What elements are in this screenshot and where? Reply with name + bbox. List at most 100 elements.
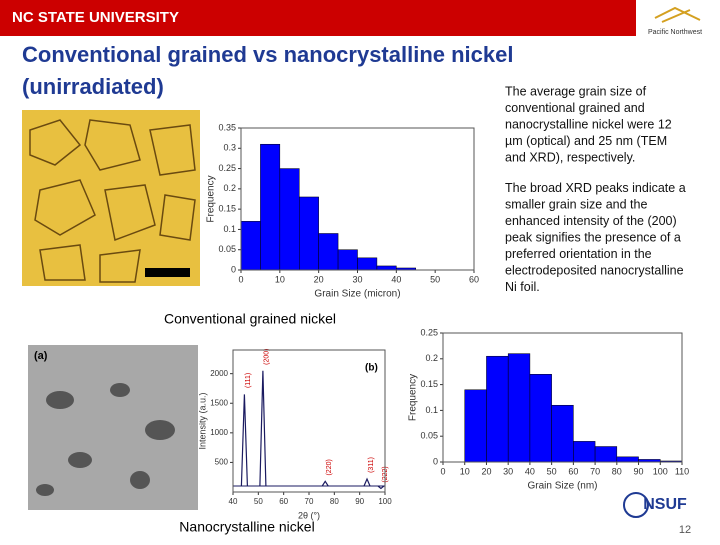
x-tick-label: 60: [279, 497, 288, 506]
x-tick-label: 10: [460, 466, 470, 476]
bar: [507, 353, 531, 463]
university: NC STATE UNIVERSITY: [12, 9, 179, 26]
y-tick-label: 0.1: [425, 405, 438, 415]
panel-label: (b): [365, 363, 378, 374]
x-tick-label: 20: [481, 466, 491, 476]
bar: [573, 441, 596, 463]
x-tick-label: 70: [305, 497, 314, 506]
x-tick-label: 40: [391, 274, 401, 284]
bar: [551, 404, 574, 463]
peak: [377, 485, 385, 490]
x-tick-label: 30: [503, 466, 513, 476]
paragraph-line: preferred orientation in the: [505, 247, 652, 261]
x-tick-label: 30: [352, 274, 362, 284]
y-tick-label: 0.3: [223, 143, 236, 153]
x-tick-label: 90: [634, 466, 644, 476]
x-axis-label: Grain Size (micron): [314, 289, 400, 300]
paragraph-line: enhanced intensity of the (200): [505, 214, 677, 228]
x-tick-label: 60: [568, 466, 578, 476]
x-tick-label: 90: [355, 497, 364, 506]
header-bar: [0, 0, 636, 36]
bar: [318, 233, 339, 271]
paragraph-line: The average grain size of: [505, 84, 647, 98]
plot-frame: [232, 349, 386, 493]
y-tick-label: 1500: [210, 398, 228, 407]
peak-label: (200): [264, 349, 271, 365]
x-tick-label: 50: [254, 497, 263, 506]
y-tick-label: 0.2: [425, 353, 438, 363]
paragraph-line: µm (optical) and 25 nm (TEM: [505, 134, 667, 148]
peak-label: (220): [326, 459, 333, 475]
peak-label: (111): [245, 373, 252, 388]
x-tick-label: 80: [330, 497, 339, 506]
bar: [594, 446, 618, 463]
nsuf: NSUF: [643, 496, 687, 513]
page-number: 12: [679, 524, 691, 536]
optical-micrograph: [22, 110, 200, 286]
partner: Pacific Northwest: [648, 29, 702, 36]
y-tick-label: 0: [231, 264, 236, 274]
x-tick-label: 10: [275, 274, 285, 284]
y-tick-label: 0.05: [420, 431, 438, 441]
grain-boundaries: [29, 119, 196, 283]
bar: [299, 196, 319, 271]
y-axis-label: Intensity (a.u.): [197, 392, 207, 449]
x-tick-label: 20: [314, 274, 324, 284]
x-tick-label: 40: [525, 466, 535, 476]
paragraph-line: conventional grained and: [505, 101, 645, 115]
plot-frame: [442, 332, 683, 463]
nsuf-logo: [623, 492, 649, 518]
peak: [240, 394, 248, 487]
bar: [279, 168, 300, 271]
y-tick-label: 0.35: [218, 122, 236, 132]
y-tick-label: 0: [433, 456, 438, 466]
title-line: (unirradiated): [22, 74, 164, 99]
y-tick-label: 0.15: [218, 204, 236, 214]
peak: [321, 480, 329, 487]
title-line: Conventional grained vs nanocrystalline …: [22, 42, 513, 67]
y-tick-label: 2000: [210, 369, 228, 378]
caption: Conventional grained nickel: [164, 311, 336, 327]
scale-bar: [145, 268, 190, 277]
x-tick-label: 40: [229, 497, 238, 506]
bar: [529, 374, 552, 463]
bar: [616, 456, 639, 463]
paragraph-line: Ni foil.: [505, 280, 540, 294]
paragraph-line: and XRD), respectively.: [505, 150, 635, 164]
bar: [240, 221, 261, 271]
y-tick-label: 0.25: [420, 327, 438, 337]
x-axis-label: Grain Size (nm): [527, 481, 597, 492]
x-tick-label: 100: [378, 497, 392, 506]
partner-logo: [654, 6, 701, 23]
y-tick-label: 0.1: [223, 224, 236, 234]
panel-label: (a): [34, 350, 48, 362]
paragraph-line: peak signifies the presence of a: [505, 230, 681, 244]
bar: [260, 143, 281, 271]
bar: [337, 249, 358, 271]
x-tick-label: 80: [612, 466, 622, 476]
plot-frame: [240, 127, 475, 271]
x-tick-label: 50: [547, 466, 557, 476]
peak: [363, 477, 371, 487]
x-tick-label: 110: [675, 466, 689, 476]
y-tick-label: 500: [215, 458, 229, 467]
x-tick-label: 60: [469, 274, 479, 284]
bar: [486, 355, 509, 463]
bar: [464, 389, 487, 463]
bar: [357, 257, 378, 271]
paragraph-line: The broad XRD peaks indicate a: [505, 181, 686, 195]
x-tick-label: 0: [238, 274, 243, 284]
y-axis-label: Frequency: [206, 175, 217, 222]
y-tick-label: 0.25: [218, 163, 236, 173]
paragraph-line: electrodeposited nanocrystalline: [505, 263, 684, 277]
paragraph-line: nanocrystalline nickel were 12: [505, 117, 672, 131]
y-tick-label: 0.2: [223, 183, 236, 193]
peak: [259, 370, 267, 487]
x-tick-label: 50: [430, 274, 440, 284]
y-tick-label: 0.05: [218, 244, 236, 254]
x-tick-label: 0: [440, 466, 445, 476]
paragraph-line: smaller grain size and the: [505, 197, 647, 211]
y-axis-label: Frequency: [408, 374, 419, 421]
tem-features: [36, 383, 175, 496]
